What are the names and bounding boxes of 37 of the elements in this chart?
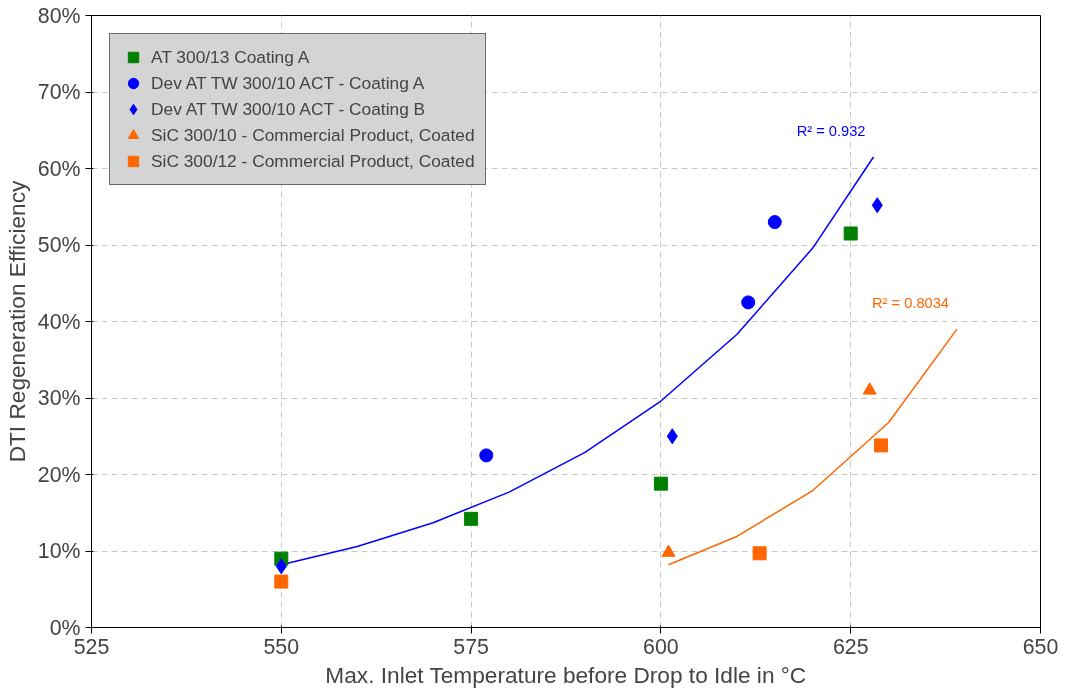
point [843, 226, 858, 241]
y-tick-label: 20% [37, 462, 81, 487]
legend-label: Dev AT TW 300/10 ACT - Coating B [151, 98, 426, 120]
y-tick-label: 10% [37, 539, 81, 563]
y-tick-label: 70% [37, 80, 81, 104]
point [275, 558, 287, 575]
point [862, 382, 877, 395]
line-series [667, 328, 958, 566]
annotation: R² = 0.8034 [871, 295, 949, 312]
y-tick-label: 30% [37, 386, 81, 410]
legend-label: AT 300/13 Coating A [151, 46, 310, 68]
x-tick-label: 575 [453, 634, 489, 659]
x-axis-title: Max. Inlet Temperature before Drop to Idle in °C [325, 661, 807, 688]
y-tick-label: 40% [37, 309, 81, 334]
y-axis-title: DTI Regeneration Efficiency [3, 180, 30, 463]
x-tick-label: 550 [263, 634, 300, 659]
point [871, 197, 883, 214]
point [274, 574, 289, 589]
point [653, 476, 668, 491]
point [479, 448, 494, 463]
x-tick-label: 625 [832, 634, 869, 659]
legend-label: Dev AT TW 300/10 ACT - Coating A [151, 72, 425, 94]
point [741, 295, 756, 310]
point [874, 438, 889, 453]
legend-label: SiC 300/10 - Commercial Product, Coated [151, 124, 475, 146]
y-tick-label: 60% [37, 156, 81, 181]
annotation: R² = 0.932 [796, 123, 866, 140]
x-tick-label: 650 [1022, 634, 1059, 659]
point [666, 428, 678, 445]
y-tick-label: 50% [37, 233, 81, 257]
x-tick-label: 600 [643, 634, 679, 659]
point [767, 215, 782, 230]
y-tick-label: 80% [37, 3, 81, 28]
point [752, 546, 767, 561]
point [464, 511, 479, 526]
legend-label: SiC 300/12 - Commercial Product, Coated [151, 150, 475, 172]
point [661, 544, 676, 557]
